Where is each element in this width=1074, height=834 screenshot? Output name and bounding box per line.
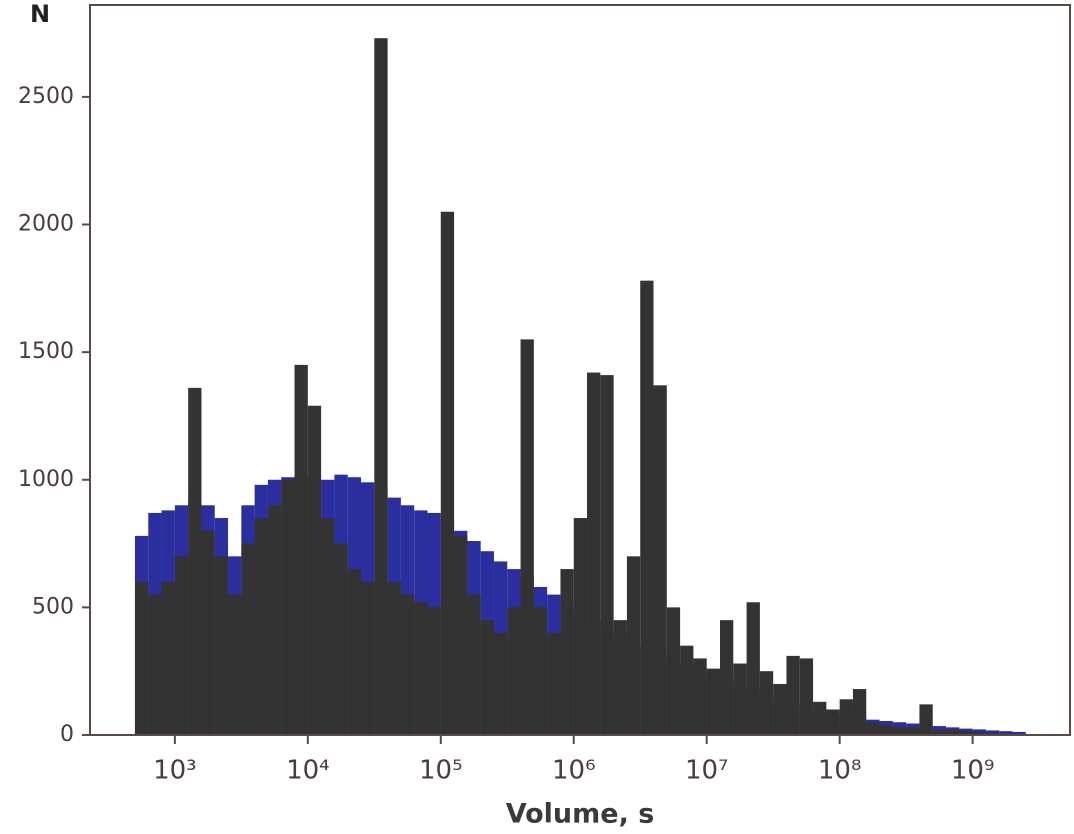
bar xyxy=(852,689,867,735)
bar xyxy=(759,671,774,735)
bar xyxy=(254,518,268,735)
bar xyxy=(361,581,375,735)
bar xyxy=(640,280,654,735)
bar xyxy=(946,729,960,735)
bar xyxy=(985,730,1000,735)
bar xyxy=(600,375,614,735)
bar xyxy=(201,530,215,735)
bar xyxy=(281,479,295,735)
bar xyxy=(839,699,853,735)
bar xyxy=(134,581,149,735)
bar xyxy=(533,607,548,735)
bar xyxy=(813,701,827,735)
bar xyxy=(414,602,428,735)
bar xyxy=(387,581,401,735)
bar xyxy=(985,732,1000,735)
bar xyxy=(680,645,694,735)
bar xyxy=(706,668,720,735)
bar xyxy=(972,729,986,735)
bar xyxy=(440,211,455,736)
bar xyxy=(626,556,641,735)
bar xyxy=(148,594,162,735)
bar xyxy=(613,620,627,735)
bar xyxy=(733,663,747,735)
bar xyxy=(307,405,322,735)
x-axis-label: Volume, s xyxy=(506,799,655,830)
bar xyxy=(321,518,335,735)
bar xyxy=(174,556,189,735)
bar xyxy=(467,594,481,735)
bar xyxy=(427,607,441,735)
bar xyxy=(879,724,893,735)
bar xyxy=(400,594,415,735)
bar xyxy=(188,387,202,735)
y-tick-label: 2500 xyxy=(18,84,74,109)
bar xyxy=(493,632,508,735)
bar xyxy=(959,731,973,735)
y-tick-label: 0 xyxy=(60,722,74,747)
bar xyxy=(560,569,574,735)
bar xyxy=(228,594,242,735)
bar xyxy=(653,385,667,735)
bar xyxy=(214,556,229,735)
bar xyxy=(999,731,1013,735)
bar xyxy=(799,658,814,735)
y-tick-label: 2000 xyxy=(18,212,74,237)
bar xyxy=(161,581,175,735)
bar xyxy=(267,505,282,735)
bar xyxy=(693,658,707,735)
y-tick-label: 500 xyxy=(32,594,74,619)
bar xyxy=(573,518,588,735)
bar xyxy=(866,722,880,735)
bar xyxy=(587,372,601,735)
bar xyxy=(773,683,787,735)
x-tick-label: 10³ xyxy=(153,756,197,786)
plot-area xyxy=(134,38,1026,736)
bar xyxy=(786,655,800,735)
bar xyxy=(666,607,681,735)
bar xyxy=(972,732,986,735)
bar xyxy=(919,704,933,735)
bar xyxy=(932,729,947,735)
bar xyxy=(719,620,734,735)
x-tick-label: 10⁹ xyxy=(951,756,995,786)
bar xyxy=(241,543,255,735)
y-axis-label: N xyxy=(30,0,50,28)
y-tick-label: 1000 xyxy=(18,467,74,492)
bar xyxy=(374,38,388,735)
bar xyxy=(454,535,468,735)
bar xyxy=(294,364,308,735)
bar xyxy=(347,569,362,735)
bar xyxy=(547,632,561,735)
bar xyxy=(906,727,920,735)
y-tick-label: 1500 xyxy=(18,339,74,364)
bar xyxy=(334,543,348,735)
bar xyxy=(520,339,534,735)
x-tick-label: 10⁸ xyxy=(818,756,862,786)
bar xyxy=(1012,731,1026,735)
bar xyxy=(826,709,840,735)
bar xyxy=(746,602,760,735)
x-tick-label: 10⁴ xyxy=(286,756,330,786)
axes-frame xyxy=(89,4,1071,736)
bar xyxy=(892,727,907,735)
bar xyxy=(480,620,494,735)
bar xyxy=(507,607,521,735)
x-tick-label: 10⁵ xyxy=(419,756,463,786)
x-tick-label: 10⁶ xyxy=(552,756,596,786)
x-tick-label: 10⁷ xyxy=(685,756,729,786)
